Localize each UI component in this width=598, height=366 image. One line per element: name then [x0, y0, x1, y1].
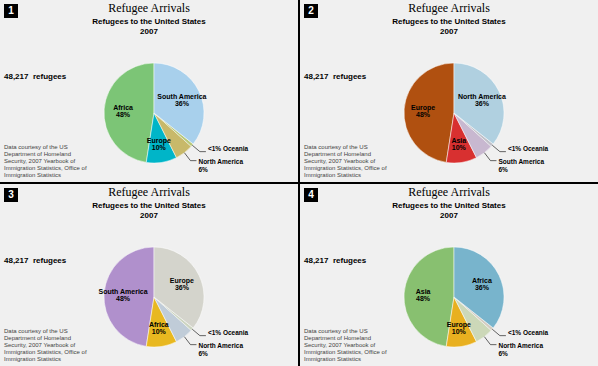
html-text:48,217 refugees: 48,217 refugees [4, 72, 67, 81]
svg-text:<1% Oceania: <1% Oceania [208, 145, 249, 152]
html-text:Refugee Arrivals: Refugee Arrivals [408, 1, 490, 15]
svg-text:Europe36%: Europe36% [170, 276, 194, 291]
svg-text:South America6%: South America6% [498, 158, 544, 172]
svg-text:<1% Oceania: <1% Oceania [508, 329, 549, 336]
svg-text:South America36%: South America36% [157, 92, 206, 107]
svg-text:Africa10%: Africa10% [149, 320, 169, 335]
html-text:Refugees to the United States: Refugees to the United States 2007 [92, 201, 206, 220]
html-text:48,217 refugees: 48,217 refugees [304, 256, 367, 265]
html-text:Refugee Arrivals: Refugee Arrivals [108, 185, 190, 199]
html-text:Refugee Arrivals: Refugee Arrivals [408, 185, 490, 199]
html-text:Refugees to the United States: Refugees to the United States 2007 [392, 17, 506, 36]
html-text:Data courtesy of the US Depart: Data courtesy of the US Department of Ho… [4, 144, 87, 178]
svg-text:Asia48%: Asia48% [416, 287, 431, 302]
svg-text:Europe10%: Europe10% [447, 320, 471, 335]
svg-text:Africa48%: Africa48% [113, 103, 133, 118]
svg-text:North America6%: North America6% [198, 158, 243, 172]
svg-text:North America36%: North America36% [458, 92, 506, 107]
svg-text:Europe10%: Europe10% [147, 136, 171, 151]
html-text:Refugees to the United States: Refugees to the United States 2007 [392, 201, 506, 220]
html-text:2: 2 [308, 5, 314, 16]
svg-text:North America6%: North America6% [498, 342, 543, 356]
html-text:Data courtesy of the US Depart: Data courtesy of the US Department of Ho… [304, 144, 387, 178]
svg-text:<1% Oceania: <1% Oceania [208, 329, 249, 336]
html-text:3: 3 [8, 189, 14, 200]
html-text:Refugee Arrivals: Refugee Arrivals [108, 1, 190, 15]
html-text:Data courtesy of the US Depart: Data courtesy of the US Department of Ho… [4, 328, 87, 362]
svg-text:South America48%: South America48% [99, 287, 148, 302]
html-text:4: 4 [308, 189, 314, 200]
html-text:48,217 refugees: 48,217 refugees [4, 256, 67, 265]
svg-text:Asia10%: Asia10% [451, 136, 466, 151]
svg-text:North America6%: North America6% [198, 342, 243, 356]
html-text:48,217 refugees: 48,217 refugees [304, 72, 367, 81]
svg-text:Europe48%: Europe48% [411, 103, 435, 118]
html-text:Refugees to the United States: Refugees to the United States 2007 [92, 17, 206, 36]
svg-text:Africa36%: Africa36% [472, 276, 492, 291]
svg-text:<1% Oceania: <1% Oceania [508, 145, 549, 152]
html-text:1: 1 [8, 5, 14, 16]
html-text:Data courtesy of the US Depart: Data courtesy of the US Department of Ho… [304, 328, 387, 362]
